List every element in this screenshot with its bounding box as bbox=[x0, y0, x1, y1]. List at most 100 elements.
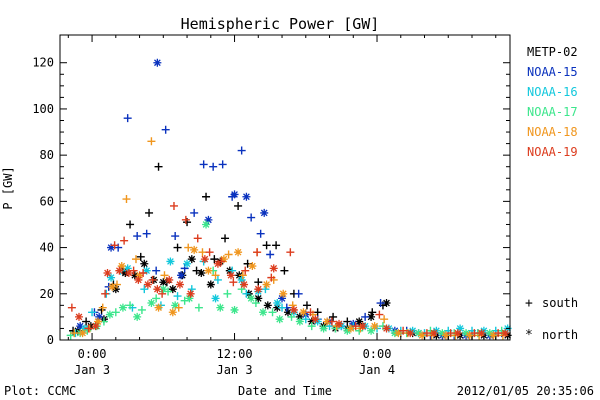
data-point-north bbox=[346, 324, 355, 333]
data-point-south bbox=[112, 280, 121, 289]
data-point-south bbox=[287, 312, 296, 321]
data-point-north bbox=[86, 322, 95, 331]
data-point-south bbox=[160, 271, 169, 280]
data-point-south bbox=[181, 215, 190, 224]
data-point-north bbox=[418, 331, 427, 340]
data-point-south bbox=[173, 292, 182, 301]
data-point-north bbox=[95, 312, 104, 321]
data-point-north bbox=[462, 329, 471, 338]
data-point-north bbox=[230, 305, 239, 314]
data-point-south bbox=[98, 303, 107, 312]
data-point-north bbox=[213, 259, 222, 268]
data-point-south bbox=[148, 275, 157, 284]
data-point-south bbox=[169, 201, 178, 210]
data-point-south bbox=[253, 248, 262, 257]
x-tick-label-date: Jan 3 bbox=[216, 363, 252, 377]
data-point-south bbox=[234, 201, 243, 210]
data-point-south bbox=[280, 266, 289, 275]
data-point-south bbox=[262, 241, 271, 250]
legend-series-label: NOAA-17 bbox=[527, 105, 578, 119]
data-point-south bbox=[136, 252, 145, 261]
data-point-north bbox=[115, 266, 124, 275]
data-point-south bbox=[368, 308, 377, 317]
data-point-south bbox=[494, 329, 503, 338]
data-point-south bbox=[256, 229, 265, 238]
data-point-north bbox=[323, 317, 332, 326]
data-point-south bbox=[129, 266, 138, 275]
data-point-north bbox=[171, 301, 180, 310]
data-point-south bbox=[152, 294, 161, 303]
data-point-south bbox=[313, 308, 322, 317]
data-point-south bbox=[194, 303, 203, 312]
data-point-north bbox=[153, 285, 162, 294]
data-point-south bbox=[133, 232, 142, 241]
data-point-north bbox=[295, 312, 304, 321]
data-point-north bbox=[275, 315, 284, 324]
data-point-south bbox=[268, 308, 277, 317]
data-point-south bbox=[180, 296, 189, 305]
data-point-north bbox=[438, 329, 447, 338]
data-point-north bbox=[219, 255, 228, 264]
data-point-south bbox=[399, 326, 408, 335]
data-point-south bbox=[254, 278, 263, 287]
data-point-north bbox=[200, 255, 209, 264]
legend-series-label: NOAA-19 bbox=[527, 145, 578, 159]
footer-plot-source: Plot: CCMC bbox=[4, 384, 76, 398]
data-point-south bbox=[228, 192, 237, 201]
data-point-north bbox=[406, 329, 415, 338]
data-point-north bbox=[124, 268, 133, 277]
data-point-south bbox=[422, 329, 431, 338]
data-point-south bbox=[126, 301, 135, 310]
data-point-south bbox=[88, 308, 97, 317]
data-point-south bbox=[120, 236, 129, 245]
data-point-south bbox=[139, 268, 148, 277]
data-point-south bbox=[238, 271, 247, 280]
data-point-north bbox=[153, 58, 162, 67]
data-point-north bbox=[108, 282, 117, 291]
data-point-north bbox=[186, 289, 195, 298]
data-point-north bbox=[485, 329, 494, 338]
x-axis: 0:00 Jan 3 12:00 Jan 3 0:00 Jan 4 bbox=[67, 35, 497, 377]
data-point-north bbox=[370, 322, 379, 331]
data-point-south bbox=[123, 114, 132, 123]
legend-marker-symbol: * bbox=[525, 328, 533, 343]
data-point-south bbox=[223, 289, 232, 298]
data-point-north bbox=[414, 329, 423, 338]
data-point-north bbox=[142, 266, 151, 275]
data-point-north bbox=[202, 220, 211, 229]
data-point-south bbox=[380, 315, 389, 324]
data-point-north bbox=[477, 329, 486, 338]
data-point-north bbox=[247, 294, 256, 303]
data-point-north bbox=[76, 322, 85, 331]
data-point-north bbox=[273, 303, 282, 312]
data-point-north bbox=[111, 285, 120, 294]
data-point-north bbox=[103, 268, 112, 277]
data-point-north bbox=[382, 299, 391, 308]
data-point-north bbox=[211, 294, 220, 303]
data-point-north bbox=[311, 315, 320, 324]
data-point-north bbox=[143, 280, 152, 289]
legend-series-label: NOAA-15 bbox=[527, 65, 578, 79]
data-point-south bbox=[302, 301, 311, 310]
data-point-south bbox=[174, 303, 183, 312]
data-point-south bbox=[376, 299, 385, 308]
data-point-north bbox=[135, 271, 144, 280]
data-point-south bbox=[152, 266, 161, 275]
data-point-south bbox=[351, 322, 360, 331]
data-point-south bbox=[199, 160, 208, 169]
legend-marker-label: south bbox=[542, 296, 578, 310]
data-point-north bbox=[501, 329, 510, 338]
y-tick-label: 100 bbox=[32, 102, 54, 116]
data-point-north bbox=[165, 275, 174, 284]
data-point-south bbox=[84, 324, 93, 333]
data-point-south bbox=[217, 257, 226, 266]
data-point-north bbox=[185, 294, 194, 303]
data-point-south bbox=[122, 195, 131, 204]
data-point-north bbox=[273, 299, 282, 308]
data-point-south bbox=[221, 234, 230, 243]
data-point-north bbox=[299, 308, 308, 317]
data-point-north bbox=[295, 317, 304, 326]
data-point-north bbox=[183, 259, 192, 268]
data-point-north bbox=[254, 294, 263, 303]
